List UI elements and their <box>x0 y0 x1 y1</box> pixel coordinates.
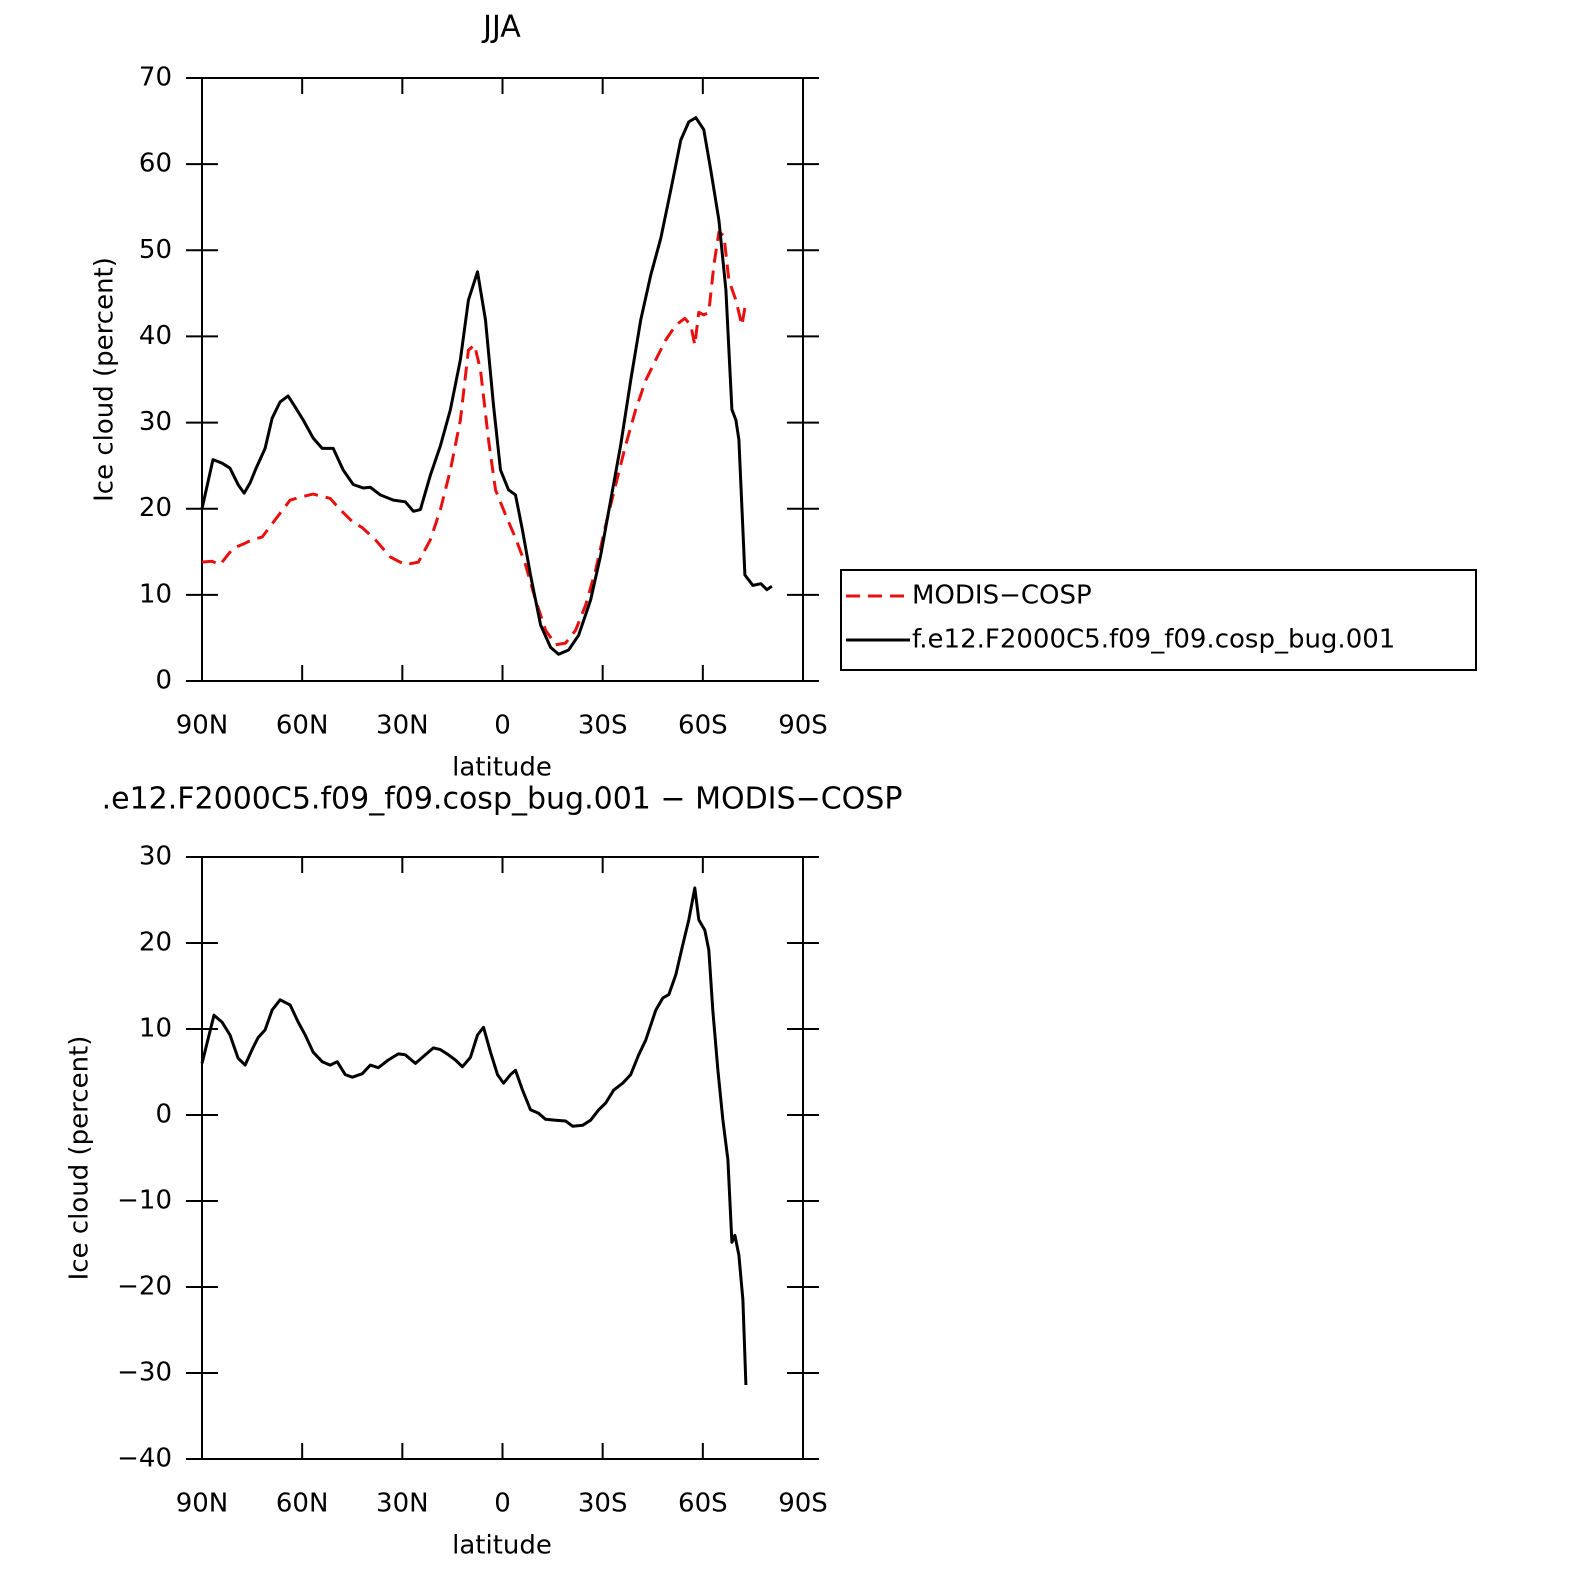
x-tick-label: 90S <box>778 711 828 741</box>
y-tick-label: −10 <box>117 1186 172 1216</box>
y-tick-label: 70 <box>139 63 172 93</box>
data-line <box>200 116 773 656</box>
legend-box <box>840 569 1477 671</box>
y-tick-label: 20 <box>139 928 172 958</box>
x-tick-label: 60N <box>276 711 329 741</box>
y-tick-label: 10 <box>139 1014 172 1044</box>
y-tick-label: −40 <box>117 1444 172 1474</box>
x-tick-label: 30S <box>578 1489 628 1519</box>
x-tick-label: 60S <box>678 711 728 741</box>
y-tick-label: −30 <box>117 1358 172 1388</box>
x-tick-label: 30N <box>376 1489 429 1519</box>
x-axis-label: latitude <box>452 753 552 783</box>
x-tick-label: 60S <box>678 1489 728 1519</box>
x-axis-label: latitude <box>452 1531 552 1561</box>
y-axis-label: Ice cloud (percent) <box>90 257 120 502</box>
y-tick-label: 60 <box>139 149 172 179</box>
x-tick-label: 90N <box>176 711 229 741</box>
x-tick-label: 0 <box>494 711 511 741</box>
y-axis-label: Ice cloud (percent) <box>65 1036 95 1281</box>
chart-title: .e12.F2000C5.f09_f09.cosp_bug.001 − MODI… <box>102 782 903 817</box>
y-tick-label: 50 <box>139 235 172 265</box>
plot-frame <box>201 77 804 682</box>
chart-title: JJA <box>481 10 521 45</box>
y-tick-label: 0 <box>155 666 172 696</box>
y-tick-label: 0 <box>155 1100 172 1130</box>
legend-label: f.e12.F2000C5.f09_f09.cosp_bug.001 <box>912 625 1395 655</box>
y-tick-label: 30 <box>139 842 172 872</box>
data-line <box>200 886 748 1386</box>
plot-frame <box>201 856 804 1460</box>
x-tick-label: 90N <box>176 1489 229 1519</box>
y-tick-label: 10 <box>139 579 172 609</box>
data-line <box>201 230 748 647</box>
legend-label: MODIS−COSP <box>912 581 1092 611</box>
y-tick-label: 20 <box>139 493 172 523</box>
y-tick-label: 40 <box>139 321 172 351</box>
x-tick-label: 60N <box>276 1489 329 1519</box>
y-tick-label: −20 <box>117 1272 172 1302</box>
x-tick-label: 90S <box>778 1489 828 1519</box>
x-tick-label: 30N <box>376 711 429 741</box>
x-tick-label: 0 <box>494 1489 511 1519</box>
x-tick-label: 30S <box>578 711 628 741</box>
y-tick-label: 30 <box>139 407 172 437</box>
